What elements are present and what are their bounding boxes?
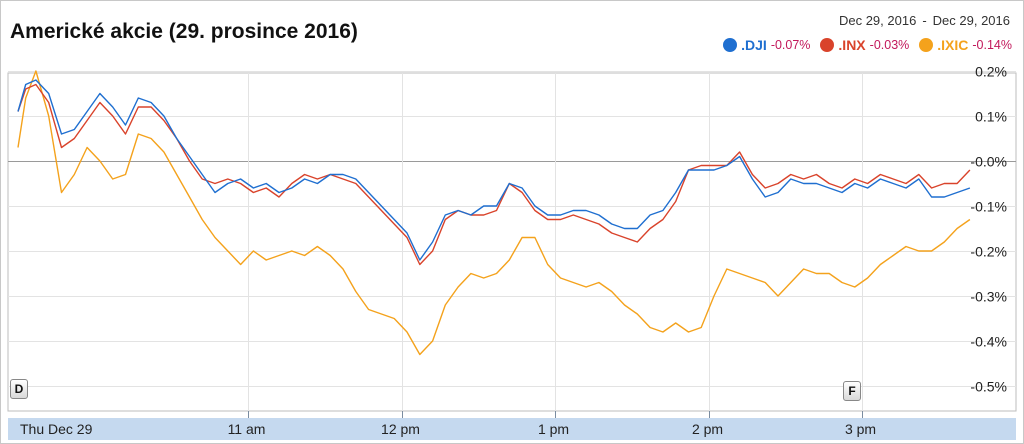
y-tick-label: -0.3% — [970, 289, 1007, 305]
series-line-inx — [17, 83, 971, 266]
legend-dot-icon — [820, 38, 835, 52]
series-line-ixic — [17, 70, 971, 356]
time-axis-bar — [8, 418, 1016, 440]
legend-series-name: .INX — [838, 37, 866, 53]
legend-series-name: .IXIC — [937, 37, 969, 53]
legend-series-change: -0.07% — [770, 38, 811, 52]
x-tick-label: 2 pm — [692, 421, 723, 437]
date-range-separator: - — [922, 13, 927, 28]
marker-d-button[interactable]: D — [10, 379, 28, 399]
legend-series-name: .DJI — [741, 37, 767, 53]
legend-item-inx[interactable]: .INX -0.03% — [820, 37, 909, 53]
chart-title: Americké akcie (29. prosince 2016) — [10, 20, 358, 43]
date-range-end: Dec 29, 2016 — [932, 13, 1010, 28]
x-tick-label: 3 pm — [845, 421, 876, 437]
legend-series-change: -0.03% — [869, 38, 910, 52]
date-range-start: Dec 29, 2016 — [838, 13, 917, 28]
x-tick-label: Thu Dec 29 — [20, 421, 93, 437]
series-line-dji — [17, 79, 971, 261]
plot-border — [7, 72, 1017, 412]
y-tick-label: -0.4% — [970, 334, 1007, 350]
legend-item-dji[interactable]: .DJI -0.07% — [723, 37, 810, 53]
y-tick-label: -0.5% — [970, 379, 1007, 395]
y-tick-label: -0.2% — [970, 244, 1007, 260]
y-tick-label: 0.1% — [975, 109, 1007, 125]
legend: .DJI -0.07% .INX -0.03% .IXIC -0.14% — [723, 37, 1012, 53]
legend-dot-icon — [723, 38, 738, 52]
y-tick-label: -0.1% — [970, 199, 1007, 215]
x-tick-label: 1 pm — [538, 421, 569, 437]
legend-item-ixic[interactable]: .IXIC -0.14% — [919, 37, 1012, 53]
y-tick-label: -0.0% — [970, 154, 1007, 170]
y-tick-label: 0.2% — [975, 64, 1007, 80]
date-range[interactable]: Dec 29, 2016- Dec 29, 2016 — [839, 13, 1010, 28]
legend-series-change: -0.14% — [972, 38, 1012, 52]
x-tick-label: 11 am — [228, 421, 266, 437]
x-tick-label: 12 pm — [381, 421, 420, 437]
legend-dot-icon — [919, 38, 934, 52]
marker-f-button[interactable]: F — [843, 381, 861, 401]
